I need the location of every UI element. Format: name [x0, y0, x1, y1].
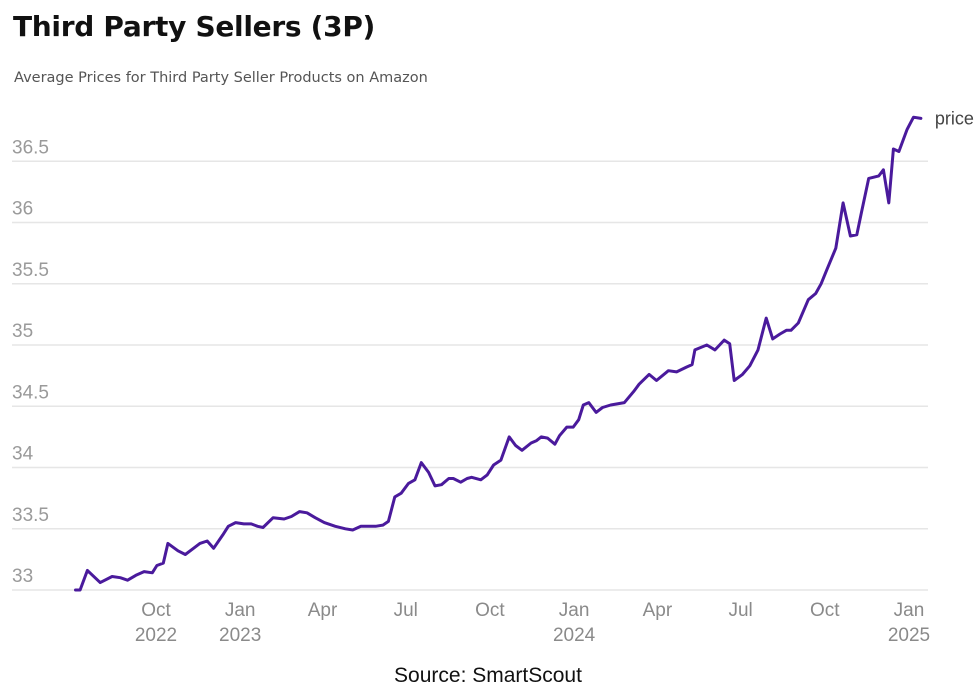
source-note: Source: SmartScout: [394, 664, 582, 687]
x-tick-year-label: 2023: [219, 625, 261, 646]
series-points: [75, 117, 922, 591]
x-tick-year-label: 2022: [135, 625, 177, 646]
y-tick-label: 34.5: [12, 382, 49, 403]
x-tick-label: Apr: [308, 600, 338, 621]
x-tick-label: Jan: [559, 600, 590, 621]
chart-subtitle: Average Prices for Third Party Seller Pr…: [14, 70, 428, 86]
y-tick-label: 34: [12, 444, 34, 465]
x-tick-label: Jul: [728, 600, 752, 621]
series-line-price: [74, 115, 923, 592]
x-axis-ticks: Oct 2022 Jan 2023 Apr Jul Oct Jan 2024 Apr Jul Oct J…: [135, 600, 930, 646]
x-tick-label: Apr: [643, 600, 673, 621]
x-tick-label: Oct: [810, 600, 840, 621]
x-tick-label: Jan: [894, 600, 925, 621]
x-tick-label: Oct: [475, 600, 505, 621]
x-tick-year-label: 2025: [888, 625, 930, 646]
y-tick-label: 36: [12, 199, 33, 220]
gridlines: [12, 160, 928, 591]
series-label-price: price: [935, 108, 974, 128]
y-tick-label: 35: [12, 321, 33, 342]
y-tick-label: 33.5: [12, 505, 49, 526]
y-tick-label: 33: [12, 566, 33, 587]
x-tick-label: Oct: [141, 600, 171, 621]
y-tick-label: 35.5: [12, 260, 49, 281]
x-tick-label: Jul: [394, 600, 418, 621]
y-tick-label: 36.5: [12, 137, 49, 158]
x-tick-year-label: 2024: [553, 625, 596, 646]
x-tick-label: Jan: [225, 600, 256, 621]
chart-title: Third Party Sellers (3P): [13, 10, 376, 43]
y-axis-ticks: 33 33.5 34 34.5 35 35.5 36 36.5: [12, 137, 49, 587]
